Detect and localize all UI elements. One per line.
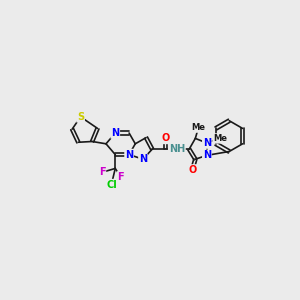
Text: N: N	[203, 150, 211, 160]
Text: Me: Me	[191, 123, 206, 132]
Text: N: N	[139, 154, 147, 164]
Text: O: O	[188, 165, 196, 175]
Text: F: F	[117, 172, 124, 182]
Text: F: F	[99, 167, 106, 177]
Text: O: O	[161, 134, 170, 143]
Text: N: N	[125, 150, 133, 160]
Text: N: N	[203, 138, 211, 148]
Text: Cl: Cl	[106, 180, 117, 190]
Text: N: N	[111, 128, 119, 138]
Text: S: S	[77, 112, 84, 122]
Text: NH: NH	[169, 144, 185, 154]
Text: Me: Me	[213, 134, 227, 143]
